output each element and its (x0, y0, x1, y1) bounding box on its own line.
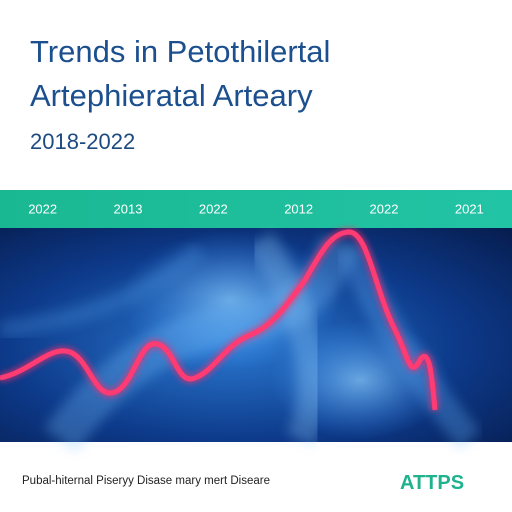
timeline-label: 2012 (284, 201, 313, 216)
timeline-label: 2022 (370, 201, 399, 216)
timeline-label: 2013 (114, 201, 143, 216)
logo: ATTPS (400, 472, 465, 494)
timeline-band (0, 190, 512, 228)
timeline-label: 2021 (455, 201, 484, 216)
timeline-label: 2022 (199, 201, 228, 216)
title-line: Trends in Petothilertal (30, 34, 331, 69)
timeline-labels: 2022 2013 2022 2012 2022 2021 (28, 201, 484, 216)
subtitle: 2018-2022 (30, 129, 136, 154)
caption: Pubal-hiternal Piseryy Disase mary mert … (22, 475, 270, 487)
timeline-label: 2022 (28, 201, 57, 216)
title-line: Artephieratal Arteary (30, 78, 313, 113)
trend-line (0, 229, 438, 411)
